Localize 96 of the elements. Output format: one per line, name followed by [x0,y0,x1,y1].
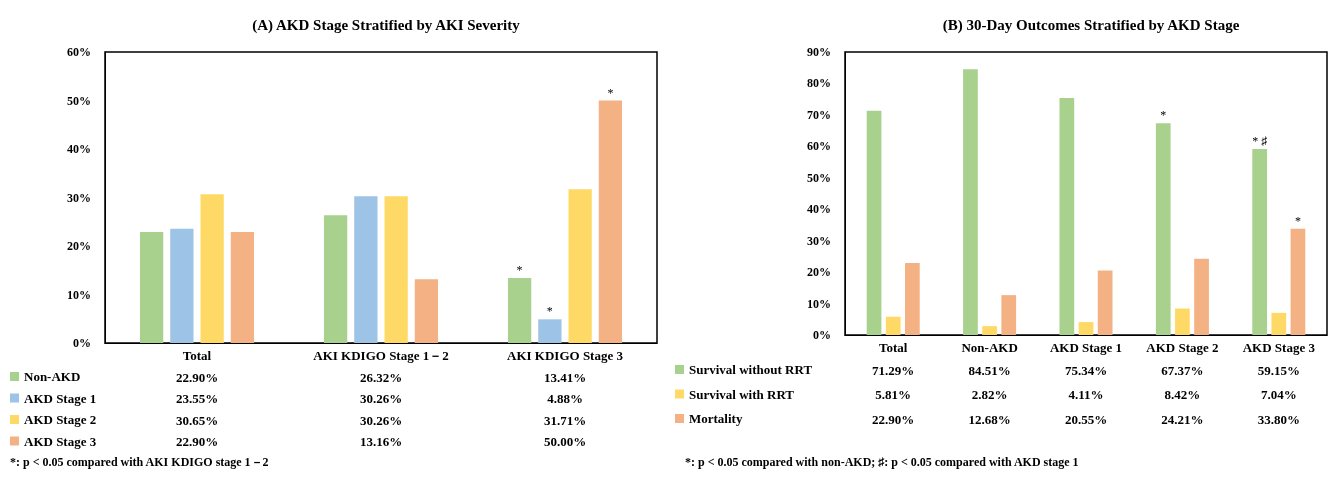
y-tick-label: 0% [73,336,91,350]
annotation: * ♯ [1252,134,1268,149]
data-label: 22.90% [175,434,219,449]
bar [139,231,164,343]
data-label: 22.90% [872,411,915,427]
data-label: 67.37% [1161,362,1204,378]
bar [885,316,901,335]
text: *: p < 0.05 compared with non-AKD; ♯: p < 0.05 compared with AKD stage 1 [685,455,1079,469]
y-tick-label: 30% [67,190,91,205]
bar [1097,270,1113,335]
legend-label: Survival without RRT [689,362,813,377]
bar [1078,322,1094,335]
legend-label: AKD Stage 3 [24,433,97,449]
x-tick-label: Non-AKD [961,340,1018,355]
legend-label: Survival with RRT [689,386,795,402]
bar [200,194,224,343]
x-tick-label: Total [878,340,908,355]
data-label: 5.81% [875,387,912,402]
bar [904,262,920,335]
legend-label: Mortality [689,411,743,426]
data-label: 59.15% [1257,362,1300,378]
bar [982,326,997,335]
data-label: 12.68% [968,411,1011,427]
y-tick-label: 90% [807,45,831,59]
data-label: 24.21% [1161,411,1204,427]
data-label: 30.26% [359,412,403,428]
bar [1290,228,1306,335]
data-label: 50.00% [543,434,587,449]
bar [1194,258,1209,335]
bar [230,231,255,343]
annotation: * [1294,213,1301,228]
bar [1059,98,1075,335]
data-label: 8.42% [1164,387,1201,402]
bar [354,196,378,343]
legend-label: AKD Stage 2 [24,412,97,427]
data-label: 20.55% [1064,411,1108,427]
y-tick-label: 0% [813,328,831,342]
data-label: 31.71% [543,412,587,428]
bar [1001,295,1017,335]
bar [323,215,348,343]
x-tick-label: AKI KDIGO Stage 3 [507,348,624,363]
x-tick-label: AKD Stage 2 [1146,340,1219,355]
y-tick-label: 10% [67,287,91,302]
y-tick-label: 40% [807,202,831,217]
annotation: * [546,304,553,319]
data-label: 33.80% [1257,411,1300,427]
x-tick-label: Total [182,348,212,363]
data-label: 13.41% [543,369,587,385]
x-tick-label: AKI KDIGO Stage 1－2 [313,348,449,363]
bar [507,277,532,343]
annotation: * [516,262,523,277]
bar [538,319,562,343]
y-tick-label: 40% [67,142,91,156]
data-label: 13.16% [359,434,403,449]
y-tick-label: 20% [807,265,831,280]
data-label: 4.88% [547,391,583,406]
data-label: 30.26% [359,391,403,406]
data-label: 84.51% [968,362,1011,378]
bar [963,69,978,335]
legend-label: AKD Stage 1 [24,390,97,406]
x-tick-label: AKD Stage 1 [1049,340,1123,355]
annotation: * [607,85,614,100]
data-label: 71.29% [872,362,915,378]
bar [598,100,623,343]
y-tick-label: 60% [67,45,91,59]
annotation: * [1160,108,1167,123]
y-tick-label: 10% [807,296,831,311]
bar [1252,149,1268,335]
y-tick-label: 30% [807,233,831,248]
data-label: 7.04% [1260,387,1297,402]
data-label: 75.34% [1064,362,1108,378]
y-tick-label: 50% [67,93,91,108]
bar [1155,123,1171,335]
bar [866,110,882,335]
x-tick-label: AKD Stage 3 [1242,340,1316,355]
y-tick-label: 50% [807,170,831,185]
data-label: 26.32% [359,369,403,385]
bar [1271,312,1287,335]
y-tick-label: 80% [807,76,831,91]
bar [1175,308,1190,335]
data-label: 22.90% [175,369,219,385]
y-tick-label: 60% [807,139,831,154]
y-tick-label: 20% [67,239,91,253]
chart-title: (A) AKD Stage Stratified by AKI Severity [252,16,521,34]
chart-title: (B) 30-Day Outcomes Stratified by AKD Stage [942,16,1240,34]
text: *: p < 0.05 compared with AKI KDIGO stage 1－2 [10,455,269,469]
bar [414,279,439,343]
data-label: 30.65% [175,412,219,428]
y-tick-label: 70% [807,107,831,122]
bar [170,228,194,343]
bar [384,196,408,343]
bar [568,189,592,343]
data-label: 4.11% [1068,387,1104,402]
legend-label: Non-AKD [24,369,81,384]
data-label: 23.55% [175,391,219,406]
data-label: 2.82% [971,387,1008,402]
